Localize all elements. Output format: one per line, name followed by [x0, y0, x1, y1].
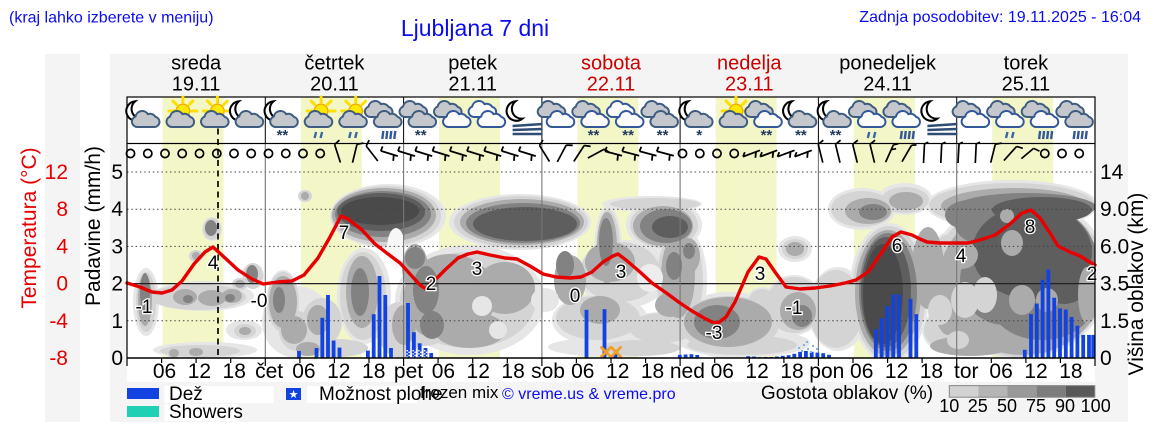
- svg-text:frozen mix: frozen mix: [420, 383, 499, 402]
- svg-text:20.11: 20.11: [310, 74, 359, 96]
- svg-text:2: 2: [426, 274, 437, 295]
- svg-text:100: 100: [1081, 396, 1111, 416]
- svg-text:1: 1: [111, 310, 123, 333]
- svg-text:6: 6: [892, 236, 903, 257]
- svg-text:06: 06: [989, 360, 1012, 383]
- svg-text:4: 4: [56, 235, 68, 258]
- svg-text:★: ★: [289, 389, 299, 401]
- svg-text:3: 3: [111, 235, 123, 258]
- svg-text:12: 12: [885, 360, 908, 383]
- svg-text:3: 3: [472, 259, 483, 280]
- svg-text:10: 10: [939, 396, 959, 416]
- svg-text:7: 7: [339, 223, 350, 244]
- svg-text:25.11: 25.11: [1002, 74, 1051, 96]
- svg-text:4: 4: [208, 253, 219, 274]
- svg-text:14: 14: [1100, 161, 1124, 184]
- svg-text:-4: -4: [49, 310, 68, 333]
- svg-text:8: 8: [1025, 217, 1036, 238]
- svg-text:-1: -1: [786, 298, 803, 319]
- svg-text:ponedeljek: ponedeljek: [839, 53, 937, 75]
- svg-text:2: 2: [1087, 264, 1098, 285]
- svg-text:12: 12: [745, 360, 768, 383]
- svg-text:sob: sob: [531, 360, 565, 383]
- svg-text:četrtek: četrtek: [304, 53, 365, 75]
- svg-text:Dež: Dež: [169, 384, 203, 405]
- svg-text:18: 18: [501, 360, 524, 383]
- svg-text:Višina oblakov (km): Višina oblakov (km): [1125, 193, 1148, 376]
- svg-text:9.0: 9.0: [1100, 198, 1129, 221]
- svg-text:12: 12: [467, 360, 490, 383]
- svg-text:6.0: 6.0: [1100, 235, 1129, 258]
- svg-text:Zadnja posodobitev: 19.11.2025: Zadnja posodobitev: 19.11.2025 - 16:04: [859, 9, 1141, 26]
- svg-text:21.11: 21.11: [448, 74, 497, 96]
- svg-text:© vreme.us & vreme.pro: © vreme.us & vreme.pro: [502, 386, 676, 403]
- svg-text:-0: -0: [251, 291, 268, 312]
- svg-text:12: 12: [1024, 360, 1047, 383]
- svg-text:19.11: 19.11: [172, 74, 221, 96]
- svg-text:sobota: sobota: [581, 53, 642, 75]
- svg-text:50: 50: [997, 396, 1017, 416]
- svg-text:12: 12: [188, 360, 211, 383]
- svg-text:24.11: 24.11: [863, 74, 912, 96]
- svg-text:4: 4: [111, 198, 123, 221]
- svg-text:06: 06: [571, 360, 594, 383]
- svg-text:3.5: 3.5: [1100, 273, 1129, 296]
- svg-text:1.5: 1.5: [1100, 310, 1129, 333]
- svg-text:90: 90: [1055, 396, 1075, 416]
- svg-text:pet: pet: [394, 360, 423, 383]
- svg-text:18: 18: [920, 360, 943, 383]
- svg-text:18: 18: [641, 360, 664, 383]
- svg-text:Ljubljana 7 dni: Ljubljana 7 dni: [401, 15, 549, 41]
- svg-text:tor: tor: [954, 360, 979, 383]
- svg-text:06: 06: [292, 360, 315, 383]
- svg-text:12: 12: [327, 360, 350, 383]
- svg-text:18: 18: [780, 360, 803, 383]
- svg-text:8: 8: [56, 198, 68, 221]
- svg-text:3: 3: [616, 262, 627, 283]
- svg-text:18: 18: [1059, 360, 1082, 383]
- svg-text:5: 5: [111, 161, 123, 184]
- svg-text:0: 0: [1100, 347, 1112, 370]
- svg-text:torek: torek: [1004, 53, 1049, 75]
- svg-text:čet: čet: [255, 360, 283, 383]
- svg-text:nedelja: nedelja: [717, 53, 782, 75]
- svg-text:06: 06: [711, 360, 734, 383]
- svg-text:0: 0: [111, 347, 123, 370]
- svg-text:75: 75: [1026, 396, 1046, 416]
- svg-text:-1: -1: [136, 297, 153, 318]
- svg-text:sreda: sreda: [171, 53, 222, 75]
- svg-text:18: 18: [362, 360, 385, 383]
- svg-text:0: 0: [570, 286, 581, 307]
- svg-text:06: 06: [432, 360, 455, 383]
- svg-text:(kraj lahko izberete v meniju): (kraj lahko izberete v meniju): [9, 10, 214, 27]
- svg-text:23.11: 23.11: [725, 74, 774, 96]
- svg-text:06: 06: [850, 360, 873, 383]
- svg-text:22.11: 22.11: [587, 74, 636, 96]
- svg-text:pon: pon: [809, 360, 844, 383]
- svg-text:4: 4: [956, 246, 967, 267]
- svg-text:Padavine (mm/h): Padavine (mm/h): [82, 146, 105, 306]
- svg-text:12: 12: [45, 161, 68, 184]
- svg-text:ned: ned: [670, 360, 705, 383]
- svg-text:petek: petek: [448, 53, 498, 75]
- svg-text:12: 12: [606, 360, 629, 383]
- svg-text:0: 0: [56, 273, 68, 296]
- svg-text:3: 3: [755, 264, 766, 285]
- svg-text:25: 25: [968, 396, 988, 416]
- svg-text:Možnost plohe: Možnost plohe: [319, 384, 443, 405]
- svg-text:-8: -8: [49, 347, 68, 370]
- svg-text:18: 18: [223, 360, 246, 383]
- svg-text:06: 06: [153, 360, 176, 383]
- svg-text:Gostota oblakov (%): Gostota oblakov (%): [761, 383, 933, 404]
- svg-text:Showers: Showers: [169, 402, 243, 423]
- svg-text:-3: -3: [706, 323, 723, 344]
- svg-text:Temperatura (°C): Temperatura (°C): [18, 147, 41, 308]
- svg-text:2: 2: [111, 273, 123, 296]
